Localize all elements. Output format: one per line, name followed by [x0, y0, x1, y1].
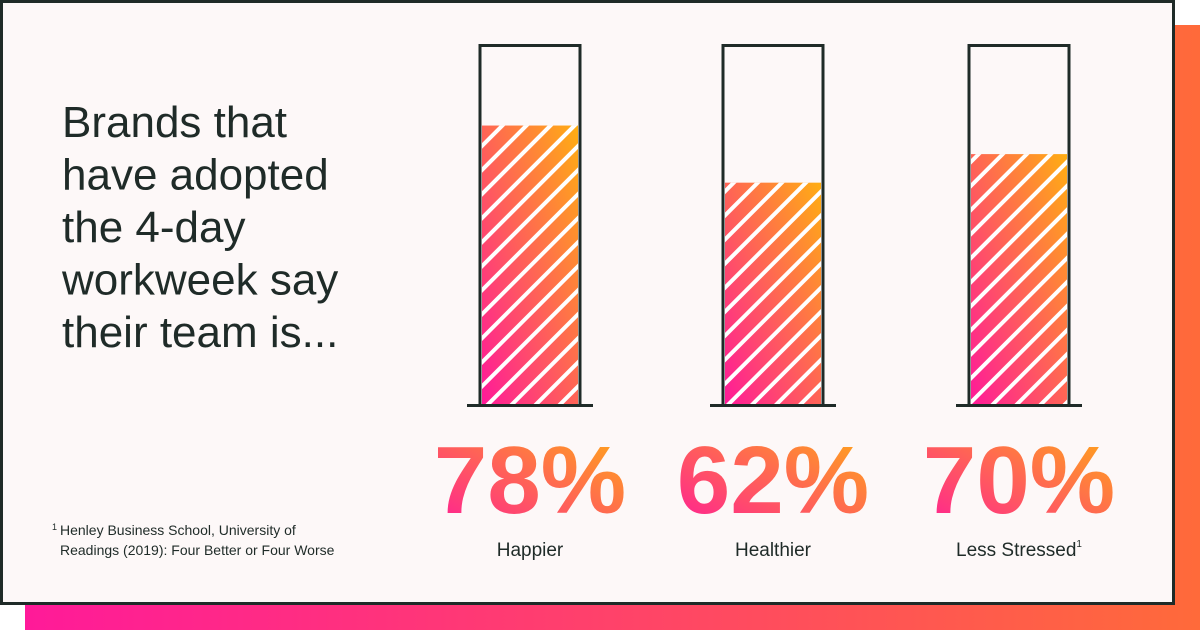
footnote: 1 Henley Business School, University of Re… [52, 522, 335, 558]
title-line: have adopted [62, 151, 329, 200]
title-line: their team is... [62, 308, 338, 357]
title-line: workweek say [61, 256, 338, 305]
footnote-ref: 1 [1076, 539, 1082, 550]
category-name: Healthier [735, 540, 812, 561]
tube [967, 44, 1071, 405]
category-name: Happier [497, 540, 564, 561]
category-label: Healthier [735, 540, 812, 561]
value-label: 78% [434, 427, 626, 534]
bar-hatch [482, 125, 578, 404]
value-label: 62% [677, 427, 869, 534]
footnote-marker: 1 [52, 522, 57, 532]
bar-hatch [725, 182, 821, 404]
category-label: Less Stressed1 [956, 539, 1082, 561]
value-label: 70% [923, 427, 1115, 534]
title-line: the 4-day [62, 203, 245, 252]
tube [721, 44, 825, 405]
footnote-line: Readings (2019): Four Better or Four Wor… [60, 542, 335, 558]
footnote-line: Henley Business School, University of [60, 522, 296, 538]
bar-hatch [971, 154, 1067, 404]
tube [478, 44, 582, 405]
category-label: Happier [497, 540, 564, 561]
category-name: Less Stressed [956, 540, 1076, 561]
title-line: Brands that [62, 98, 287, 147]
